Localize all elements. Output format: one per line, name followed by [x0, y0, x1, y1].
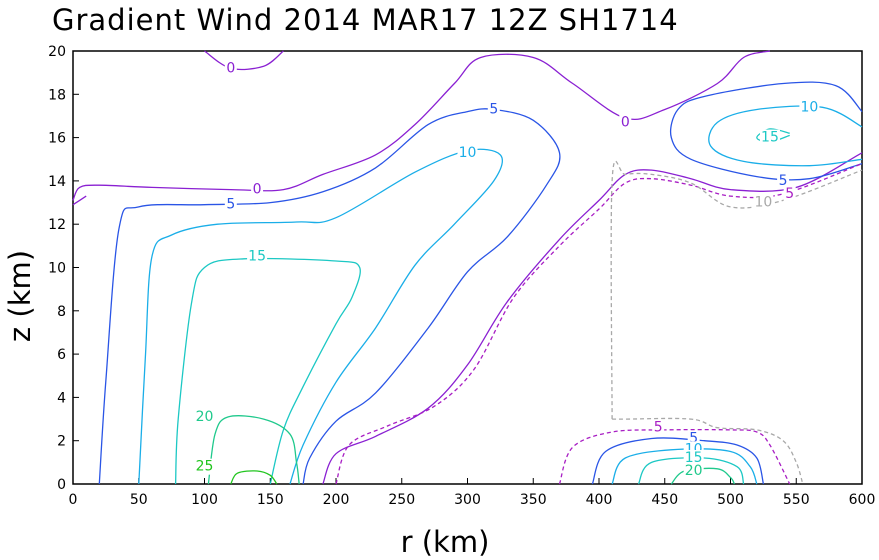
contour-20 — [207, 415, 300, 485]
contour-label: 5 — [226, 197, 235, 213]
x-tick-label: 550 — [783, 492, 810, 508]
contour-label-bg — [194, 408, 215, 425]
contour-lines — [72, 50, 863, 485]
y-tick-label: 18 — [48, 87, 66, 103]
contour-label-bg — [759, 129, 780, 146]
contour-10 — [611, 448, 758, 485]
contour-label-bg — [247, 248, 268, 265]
contour-label: 0 — [253, 182, 262, 198]
contour-label-bg — [619, 114, 632, 131]
y-tick-label: 0 — [57, 477, 66, 493]
contour-15 — [174, 257, 361, 485]
x-tick-label: 50 — [130, 492, 148, 508]
contour-label: 0 — [226, 60, 235, 76]
x-tick-label: 100 — [191, 492, 218, 508]
y-tick-label: 12 — [48, 217, 66, 233]
contour-5 — [591, 437, 765, 485]
contour-0 — [72, 50, 771, 201]
y-tick-label: 20 — [48, 44, 66, 60]
contour-neg5 — [335, 162, 863, 485]
contour-label: 20 — [685, 463, 703, 479]
contour-0 — [322, 152, 863, 485]
contour-0 — [204, 50, 284, 71]
contour-15 — [637, 457, 745, 485]
contour-label: 15 — [248, 249, 266, 265]
y-tick-label: 6 — [57, 347, 66, 363]
contour-20 — [670, 467, 735, 485]
y-tick-label: 2 — [57, 434, 66, 450]
x-tick-label: 400 — [586, 492, 613, 508]
axis-ticks: 0 50 100 150 200 250 300 350 400 450 500 550 6000246… — [48, 44, 875, 508]
contour-label-bg — [683, 450, 704, 467]
contour-label-bg — [487, 101, 500, 118]
contour-label: 5 — [489, 101, 498, 117]
contour-label: 5 — [689, 431, 698, 447]
x-tick-label: 500 — [717, 492, 744, 508]
y-axis-label: z (km) — [3, 250, 37, 342]
contour-neg10 — [610, 160, 863, 420]
contour-10 — [138, 148, 503, 485]
x-tick-label: 200 — [323, 492, 350, 508]
contour-10 — [708, 105, 863, 167]
contour-label: 20 — [196, 409, 214, 425]
x-tick-label: 150 — [257, 492, 284, 508]
contour-label-bg — [194, 458, 215, 475]
contour-label: 10 — [459, 145, 477, 161]
contour-label-bg — [457, 144, 478, 161]
contour-label-bg — [799, 99, 820, 116]
contour-25 — [230, 470, 278, 485]
contour-label: 15 — [761, 130, 779, 146]
contour-label: 5 — [779, 173, 788, 189]
contour-label: 0 — [621, 114, 630, 130]
x-tick-label: 350 — [520, 492, 547, 508]
contour-label-bg — [753, 194, 774, 211]
x-tick-label: 300 — [454, 492, 481, 508]
x-tick-label: 600 — [849, 492, 876, 508]
contour-label: 10 — [800, 99, 818, 115]
x-tick-label: 250 — [388, 492, 415, 508]
contour-label: 25 — [196, 459, 214, 475]
contour-neg5 — [558, 428, 791, 485]
contour-label: 5 — [785, 186, 794, 202]
contour-neg10 — [612, 417, 804, 485]
y-tick-label: 10 — [48, 261, 66, 277]
x-axis-label: r (km) — [401, 525, 490, 559]
chart-title: Gradient Wind 2014 MAR17 12Z SH1714 — [52, 3, 679, 37]
contour-label-bg — [777, 172, 790, 189]
y-tick-label: 4 — [57, 390, 66, 406]
contour-0 — [72, 195, 87, 206]
y-tick-label: 14 — [48, 174, 66, 190]
contour-label: 5 — [654, 420, 663, 436]
contour-label-bg — [224, 60, 237, 77]
contour-label-bg — [783, 185, 796, 202]
contour-5 — [98, 108, 561, 485]
contour-label-bg — [683, 463, 704, 480]
plot-frame — [72, 50, 863, 485]
contour-label: 15 — [685, 450, 703, 466]
y-tick-label: 16 — [48, 131, 66, 147]
contour-label-bg — [652, 419, 665, 436]
contour-label-bg — [224, 196, 237, 213]
contour-label-bg — [251, 181, 264, 198]
contour-label: 10 — [754, 195, 772, 211]
x-tick-label: 450 — [651, 492, 678, 508]
x-tick-label: 0 — [69, 492, 78, 508]
y-tick-label: 8 — [57, 304, 66, 320]
